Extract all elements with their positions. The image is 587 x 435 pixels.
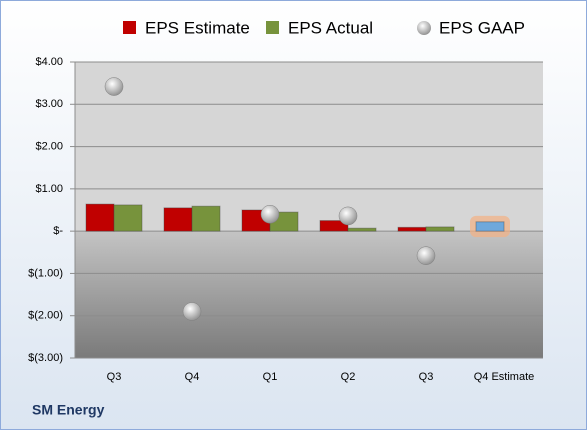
gaap-point [260, 204, 280, 224]
x-tick-label: Q4 Estimate [474, 371, 535, 383]
legend-marker [266, 21, 279, 34]
y-tick-label: $(3.00) [28, 352, 63, 364]
bar [347, 227, 377, 232]
gaap-point [104, 77, 124, 96]
x-tick-label: Q4 [185, 371, 200, 383]
bar [425, 226, 455, 232]
y-tick-label: $3.00 [35, 98, 63, 110]
y-tick-label: $(1.00) [28, 267, 63, 279]
gaap-point [182, 302, 202, 321]
plot-area-negative [75, 231, 543, 358]
bar [163, 207, 193, 232]
bar [191, 205, 221, 232]
x-tick-label: Q3 [107, 371, 122, 383]
legend-label: EPS GAAP [439, 18, 525, 37]
y-tick-label: $4.00 [35, 56, 63, 68]
legend-marker [123, 21, 136, 34]
y-tick-label: $- [53, 225, 63, 237]
gaap-point [416, 246, 436, 265]
chart-title: SM Energy [32, 402, 105, 418]
x-tick-label: Q3 [419, 371, 434, 383]
x-tick-label: Q2 [341, 371, 356, 383]
y-tick-label: $(2.00) [28, 310, 63, 322]
gaap-point [338, 206, 358, 226]
bar [319, 220, 349, 232]
legend-label: EPS Estimate [145, 18, 250, 37]
legend-marker [417, 21, 431, 35]
bar [85, 203, 115, 232]
bar [113, 204, 143, 232]
x-tick-label: Q1 [263, 371, 278, 383]
y-tick-label: $2.00 [35, 140, 63, 152]
bar [397, 226, 427, 232]
y-tick-label: $1.00 [35, 183, 63, 195]
bar [475, 221, 505, 232]
legend-label: EPS Actual [288, 18, 373, 37]
